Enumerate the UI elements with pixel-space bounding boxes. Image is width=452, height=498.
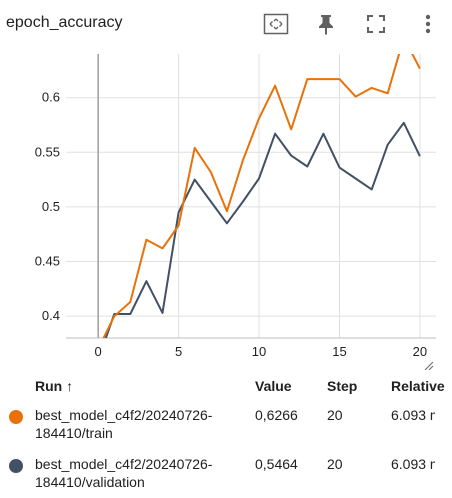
y-tick-label: 0.55 (35, 144, 60, 159)
run-step: 20 (327, 407, 343, 423)
run-relative: 6.093 min (391, 456, 435, 472)
chart-series (102, 54, 421, 338)
y-tick-label: 0.4 (42, 308, 60, 323)
col-header-run[interactable]: Run ↑ (35, 378, 74, 394)
x-tick-label: 5 (175, 344, 182, 359)
fullscreen-icon[interactable] (362, 10, 390, 38)
card-header: epoch_accuracy (0, 0, 452, 50)
series-line-train (102, 54, 421, 338)
chart-title: epoch_accuracy (6, 14, 123, 31)
y-tick-label: 0.5 (42, 199, 60, 214)
table-row[interactable]: best_model_c4f2/20240726- 184410/validat… (0, 455, 452, 495)
run-name: best_model_c4f2/20240726- 184410/train (35, 407, 213, 441)
x-axis-ticks: 0 5 10 15 20 (95, 344, 428, 359)
col-header-value[interactable]: Value (255, 378, 292, 394)
more-vert-icon[interactable] (414, 10, 442, 38)
series-color-dot (9, 459, 23, 473)
y-tick-label: 0.6 (42, 90, 60, 105)
y-axis-ticks: 0.4 0.45 0.5 0.55 0.6 (35, 90, 60, 323)
run-step: 20 (327, 456, 343, 472)
series-line-validation (104, 121, 421, 338)
x-tick-label: 15 (332, 344, 346, 359)
x-tick-label: 20 (413, 344, 427, 359)
x-tick-label: 0 (95, 344, 102, 359)
run-value: 0,6266 (255, 407, 298, 423)
x-tick-label: 10 (252, 344, 266, 359)
pin-icon[interactable] (312, 10, 340, 38)
run-relative: 6.093 min (391, 407, 435, 423)
series-color-dot (9, 410, 23, 424)
line-chart[interactable]: 0 5 10 15 20 0.4 0.45 0.5 0.55 0.6 (0, 50, 452, 370)
table-row[interactable]: best_model_c4f2/20240726- 184410/train 0… (0, 406, 452, 446)
col-header-step[interactable]: Step (327, 378, 358, 394)
y-tick-label: 0.45 (35, 254, 60, 269)
chart-grid (66, 54, 436, 339)
run-value: 0,5464 (255, 456, 298, 472)
resize-handle-icon[interactable] (424, 361, 434, 370)
fit-domain-icon[interactable] (262, 10, 290, 38)
col-header-relative[interactable]: Relative (391, 378, 445, 394)
run-name: best_model_c4f2/20240726- 184410/validat… (35, 456, 213, 490)
